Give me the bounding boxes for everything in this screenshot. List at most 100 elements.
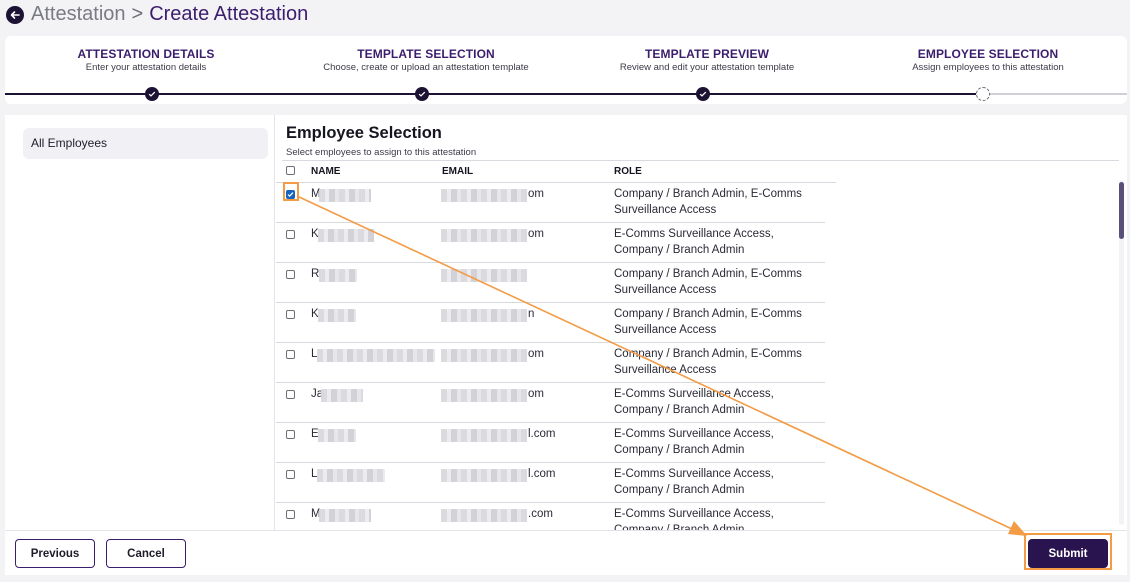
section-subtitle: Select employees to assign to this attes… — [286, 147, 477, 158]
table-row[interactable]: M .com E-Comms Surveillance Access, Comp… — [276, 503, 825, 530]
table-row[interactable]: L om Company / Branch Admin, E-Comms Sur… — [276, 343, 825, 383]
table-row[interactable]: M om Company / Branch Admin, E-Comms Sur… — [276, 183, 825, 223]
divider — [282, 160, 1119, 161]
breadcrumb-parent[interactable]: Attestation — [31, 3, 126, 25]
stepper-remaining-line — [983, 93, 1127, 95]
table-row[interactable]: R Company / Branch Admin, E-Comms Survei… — [276, 263, 825, 303]
redacted-name — [318, 429, 356, 442]
employee-email: om — [441, 228, 544, 242]
employee-group-sidebar: All Employees — [5, 115, 275, 530]
email-suffix: l.com — [528, 428, 556, 440]
redacted-name — [317, 469, 385, 482]
step-subtitle: Assign employees to this attestation — [912, 62, 1064, 73]
submit-button[interactable]: Submit — [1028, 539, 1108, 568]
step-subtitle: Review and edit your attestation templat… — [619, 62, 795, 73]
employee-role: Company / Branch Admin, E-Comms Surveill… — [614, 348, 802, 376]
section-title: Employee Selection — [286, 124, 442, 142]
row-checkbox[interactable] — [286, 270, 295, 279]
redacted-email — [441, 509, 527, 522]
main-panel: All Employees Employee Selection Select … — [5, 115, 1127, 530]
table-row[interactable]: E l.com E-Comms Surveillance Access, Com… — [276, 423, 825, 463]
row-checkbox[interactable] — [286, 230, 295, 239]
redacted-email — [441, 349, 527, 362]
row-checkbox[interactable] — [286, 350, 295, 359]
redacted-email — [441, 309, 527, 322]
employee-email: n — [441, 308, 535, 322]
wizard-footer: Previous Cancel Submit — [5, 530, 1127, 575]
employee-email — [441, 268, 528, 282]
employee-role: E-Comms Surveillance Access, Company / B… — [614, 428, 774, 456]
scrollbar-thumb[interactable] — [1119, 182, 1124, 239]
employee-name: Ja — [311, 388, 363, 402]
redacted-name — [317, 349, 435, 362]
email-suffix: om — [528, 348, 544, 360]
employee-role: E-Comms Surveillance Access, Company / B… — [614, 228, 774, 256]
email-suffix: om — [528, 228, 544, 240]
step-title: TEMPLATE SELECTION — [357, 47, 495, 61]
back-arrow-icon[interactable] — [6, 6, 24, 24]
employee-name: M — [311, 188, 371, 202]
row-checkbox[interactable] — [286, 390, 295, 399]
step-complete-check-icon — [145, 87, 159, 101]
step-employee-selection[interactable]: EMPLOYEE SELECTION Assign employees to t… — [848, 47, 1128, 73]
redacted-email — [441, 389, 527, 402]
step-attestation-details[interactable]: ATTESTATION DETAILS Enter your attestati… — [6, 47, 286, 73]
redacted-name — [319, 189, 371, 202]
column-header-name[interactable]: NAME — [311, 166, 341, 177]
step-template-selection[interactable]: TEMPLATE SELECTION Choose, create or upl… — [286, 47, 566, 73]
redacted-email — [441, 469, 527, 482]
page-title: Create Attestation — [149, 3, 309, 25]
stepper-progress-line — [5, 93, 983, 95]
table-scrollbar[interactable] — [1119, 180, 1124, 525]
employee-role: Company / Branch Admin, E-Comms Surveill… — [614, 308, 802, 336]
row-checkbox[interactable] — [286, 430, 295, 439]
employee-role: Company / Branch Admin, E-Comms Surveill… — [614, 188, 802, 216]
name-initial: M — [311, 188, 321, 200]
employee-name: K — [311, 308, 356, 322]
email-suffix: .com — [528, 508, 553, 520]
redacted-name — [318, 309, 356, 322]
row-checkbox[interactable] — [286, 310, 295, 319]
row-checkbox[interactable] — [286, 470, 295, 479]
table-row[interactable]: Ja om E-Comms Surveillance Access, Compa… — [276, 383, 825, 423]
redacted-email — [441, 189, 527, 202]
redacted-email — [441, 229, 527, 242]
step-title: ATTESTATION DETAILS — [77, 47, 215, 61]
employee-name: M — [311, 508, 371, 522]
breadcrumb: Attestation > Create Attestation — [31, 3, 308, 26]
step-pending-circle-icon — [976, 87, 990, 101]
table-row[interactable]: K om E-Comms Surveillance Access, Compan… — [276, 223, 825, 263]
email-suffix: om — [528, 388, 544, 400]
table-row[interactable]: K n Company / Branch Admin, E-Comms Surv… — [276, 303, 825, 343]
table-header: NAME EMAIL ROLE — [276, 161, 836, 183]
row-checkbox[interactable] — [286, 510, 295, 519]
employee-name: R — [311, 268, 357, 282]
email-suffix: n — [528, 308, 535, 320]
step-title: TEMPLATE PREVIEW — [644, 47, 770, 61]
table-row[interactable]: L l.com E-Comms Surveillance Access, Com… — [276, 463, 825, 503]
step-template-preview[interactable]: TEMPLATE PREVIEW Review and edit your at… — [567, 47, 847, 73]
sidebar-item-all-employees[interactable]: All Employees — [23, 128, 268, 159]
step-title: EMPLOYEE SELECTION — [917, 47, 1059, 61]
employee-role: Company / Branch Admin, E-Comms Surveill… — [614, 268, 802, 296]
redacted-name — [319, 269, 357, 282]
select-all-checkbox[interactable] — [286, 166, 295, 175]
row-checkbox[interactable] — [286, 190, 295, 199]
column-header-email[interactable]: EMAIL — [442, 166, 474, 177]
employee-role: E-Comms Surveillance Access, Company / B… — [614, 388, 774, 416]
breadcrumb-separator: > — [131, 3, 144, 25]
redacted-name — [319, 509, 371, 522]
employee-role: E-Comms Surveillance Access, Company / B… — [614, 468, 774, 496]
email-suffix: om — [528, 188, 544, 200]
employee-name: L — [311, 468, 385, 482]
step-subtitle: Enter your attestation details — [85, 62, 207, 73]
page-header: Attestation > Create Attestation — [0, 0, 1130, 32]
employee-email: om — [441, 188, 544, 202]
cancel-button[interactable]: Cancel — [106, 539, 186, 568]
step-complete-check-icon — [696, 87, 710, 101]
previous-button[interactable]: Previous — [15, 539, 95, 568]
employee-email: l.com — [441, 468, 556, 482]
email-suffix: l.com — [528, 468, 556, 480]
column-header-role[interactable]: ROLE — [614, 166, 642, 177]
employee-email: l.com — [441, 428, 556, 442]
